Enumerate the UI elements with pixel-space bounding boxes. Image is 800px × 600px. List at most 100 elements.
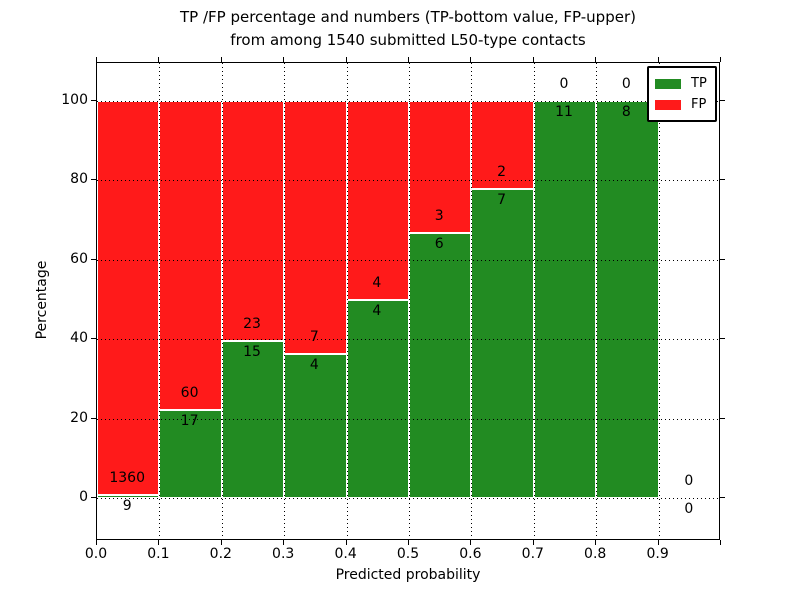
fp-bar-segment bbox=[159, 101, 222, 411]
tp-bar-segment bbox=[97, 495, 160, 498]
tp-bar-segment bbox=[346, 299, 409, 498]
x-tick-bottom bbox=[470, 540, 472, 545]
x-tick-top bbox=[220, 57, 222, 62]
x-tick-label: 0.8 bbox=[584, 546, 607, 562]
x-tick-bottom bbox=[345, 540, 347, 545]
x-tick-bottom bbox=[657, 540, 659, 545]
legend-item-label: FP bbox=[691, 97, 707, 112]
fp-bar-segment bbox=[284, 101, 347, 354]
fp-count-label: 7 bbox=[309, 328, 319, 345]
x-tick-label: 0.0 bbox=[84, 546, 108, 562]
y-tick-left bbox=[91, 179, 96, 181]
fp-bar-segment bbox=[346, 101, 409, 300]
y-tick-label: 60 bbox=[70, 250, 88, 267]
fp-count-label: 0 bbox=[621, 76, 631, 92]
tp-bar-segment bbox=[471, 189, 534, 498]
fp-swatch-icon bbox=[655, 99, 681, 110]
y-tick-label: 20 bbox=[70, 409, 88, 426]
x-tick-bottom bbox=[158, 540, 160, 545]
tp-count-label: 15 bbox=[243, 344, 261, 361]
plot-area bbox=[96, 62, 720, 540]
fp-bar-segment bbox=[221, 101, 285, 342]
x-tick-top bbox=[283, 57, 285, 62]
x-tick-label: 0.5 bbox=[396, 546, 420, 562]
fp-bar-segment bbox=[97, 101, 160, 496]
fp-count-label: 1360 bbox=[109, 470, 146, 487]
tp-count-label: 7 bbox=[497, 192, 507, 209]
y-tick-left bbox=[91, 100, 96, 101]
y-tick-label: 0 bbox=[79, 489, 88, 505]
x-tick-label: 0.3 bbox=[272, 546, 295, 562]
horizontal-gridline bbox=[97, 339, 719, 341]
x-tick-top bbox=[720, 57, 721, 62]
fp-count-label: 0 bbox=[684, 473, 694, 489]
horizontal-gridline bbox=[97, 259, 719, 261]
x-tick-top bbox=[657, 57, 659, 62]
legend: TP FP bbox=[647, 66, 717, 122]
y-tick-label: 100 bbox=[61, 92, 88, 108]
horizontal-gridline bbox=[97, 101, 719, 102]
x-tick-bottom bbox=[532, 540, 534, 545]
tp-count-label: 8 bbox=[621, 104, 631, 120]
fp-count-label: 3 bbox=[434, 208, 444, 225]
x-tick-label: 0.2 bbox=[209, 546, 232, 562]
x-tick-top bbox=[532, 57, 534, 62]
x-tick-bottom bbox=[595, 540, 597, 545]
y-tick-right bbox=[720, 258, 725, 260]
x-tick-top bbox=[96, 57, 97, 62]
x-axis-label: Predicted probability bbox=[335, 567, 481, 583]
fp-count-label: 0 bbox=[559, 76, 569, 92]
tp-count-label: 0 bbox=[684, 501, 694, 517]
y-axis-label: Percentage bbox=[34, 260, 50, 340]
y-tick-left bbox=[91, 497, 96, 498]
legend-item-tp: TP bbox=[655, 73, 707, 94]
tp-count-label: 4 bbox=[372, 302, 382, 319]
x-tick-label: 0.1 bbox=[147, 546, 170, 562]
chart-title-line1: TP /FP percentage and numbers (TP-bottom… bbox=[180, 8, 636, 26]
y-tick-right bbox=[720, 179, 725, 181]
x-tick-label: 0.7 bbox=[521, 546, 544, 562]
horizontal-gridline bbox=[97, 498, 719, 499]
tp-count-label: 6 bbox=[434, 236, 444, 253]
x-tick-top bbox=[345, 57, 347, 62]
tp-bar-segment bbox=[409, 233, 472, 498]
tp-count-label: 9 bbox=[122, 498, 132, 515]
y-tick-label: 80 bbox=[70, 171, 88, 188]
y-tick-left bbox=[91, 338, 96, 340]
horizontal-gridline bbox=[97, 180, 719, 182]
x-tick-top bbox=[470, 57, 472, 62]
y-tick-label: 40 bbox=[70, 330, 88, 347]
fp-count-label: 23 bbox=[243, 316, 261, 333]
y-tick-right bbox=[720, 338, 725, 340]
y-tick-right bbox=[720, 417, 725, 419]
tp-count-label: 17 bbox=[180, 413, 199, 430]
legend-item-fp: FP bbox=[655, 94, 707, 115]
vertical-gridline bbox=[596, 63, 598, 539]
y-tick-right bbox=[720, 100, 725, 101]
fp-count-label: 60 bbox=[180, 385, 199, 402]
y-tick-left bbox=[91, 417, 96, 419]
chart-title-line2: from among 1540 submitted L50-type conta… bbox=[230, 31, 586, 49]
vertical-gridline bbox=[471, 63, 473, 539]
fp-count-label: 2 bbox=[497, 164, 507, 181]
y-tick-left bbox=[91, 258, 96, 260]
tp-bar-segment bbox=[596, 101, 659, 498]
tp-bar-segment bbox=[221, 341, 285, 498]
tp-bar-segment bbox=[284, 353, 347, 498]
x-tick-bottom bbox=[283, 540, 285, 545]
tp-swatch-icon bbox=[655, 78, 681, 89]
x-tick-label: 0.9 bbox=[646, 546, 669, 562]
x-tick-top bbox=[595, 57, 597, 62]
x-tick-bottom bbox=[96, 540, 97, 545]
tp-bar-segment bbox=[533, 101, 597, 498]
x-tick-top bbox=[408, 57, 409, 62]
fp-count-label: 4 bbox=[372, 274, 382, 291]
chart-title: TP /FP percentage and numbers (TP-bottom… bbox=[96, 6, 720, 52]
x-tick-bottom bbox=[220, 540, 222, 545]
vertical-gridline bbox=[409, 63, 410, 539]
tp-count-label: 4 bbox=[309, 356, 319, 373]
vertical-gridline bbox=[346, 63, 348, 539]
vertical-gridline bbox=[533, 63, 535, 539]
vertical-gridline bbox=[284, 63, 286, 539]
